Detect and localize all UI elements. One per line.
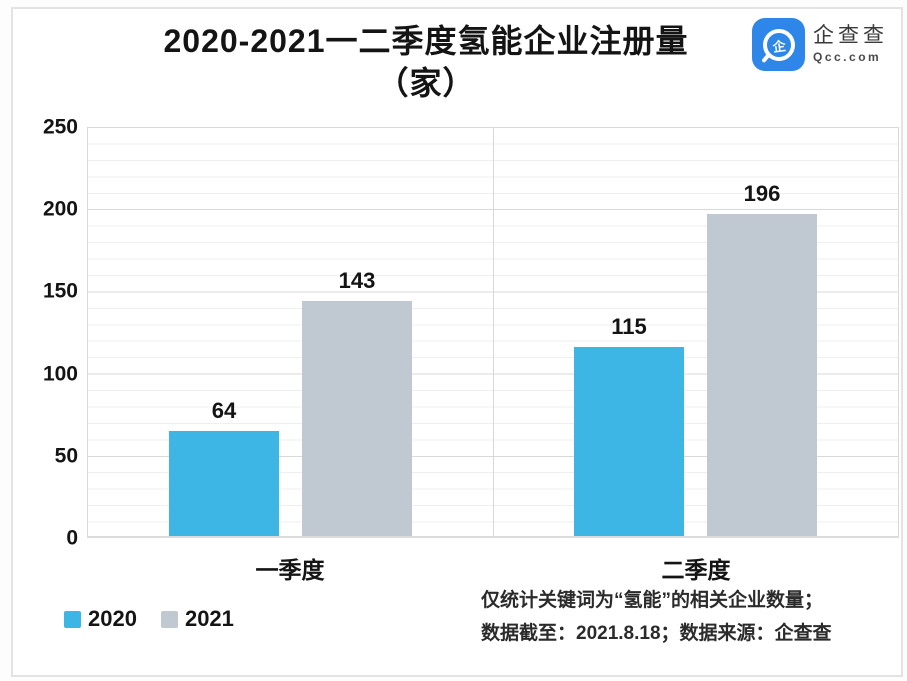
legend-swatch-2021 [160, 610, 178, 628]
chart-title: 2020-2021一二季度氢能企业注册量 （家） [20, 20, 832, 104]
y-tick: 200 [42, 197, 78, 221]
bar-group-q2: 115 196 [493, 127, 898, 536]
legend-label: 2021 [184, 606, 234, 631]
qcc-logo: 企 企查查 Qcc.com [752, 18, 888, 71]
bar-2021-q2: 196 [707, 181, 817, 536]
legend-item-2020: 2020 [64, 606, 137, 632]
logo-name: 企查查 [813, 24, 888, 48]
legend-swatch-2020 [64, 610, 81, 628]
note-line1: 仅统计关键词为“氢能”的相关企业数量； [481, 590, 824, 611]
legend-item-2021: 2021 [160, 606, 234, 632]
bar-value-label: 196 [743, 181, 781, 206]
x-axis-label-q2: 二季度 [661, 557, 731, 583]
bar-2020-q2: 115 [574, 314, 684, 536]
y-tick: 250 [42, 115, 78, 139]
bar-value-label: 143 [338, 268, 376, 293]
y-tick: 0 [66, 526, 78, 550]
category-divider-line [493, 127, 494, 536]
data-source-note: 仅统计关键词为“氢能”的相关企业数量； 数据截至：2021.8.18；数据来源：… [481, 584, 871, 650]
y-axis: 0 50 100 150 200 250 [30, 117, 78, 549]
bar-2020-q1: 64 [169, 398, 279, 536]
bar-2021-q1: 143 [302, 268, 412, 536]
bar-value-label: 64 [211, 398, 237, 423]
note-line2: 数据截至：2021.8.18；数据来源：企查查 [481, 623, 832, 644]
chart-title-line1: 2020-2021一二季度氢能企业注册量 [163, 23, 689, 59]
bar-group-q1: 64 143 [88, 127, 493, 536]
y-tick: 50 [54, 444, 78, 468]
chart-title-line2: （家） [376, 65, 476, 101]
y-tick: 100 [42, 362, 78, 386]
plot-area: 64 143 115 196 [87, 127, 899, 538]
legend: 2020 2021 [64, 606, 234, 632]
logo-domain: Qcc.com [813, 50, 882, 65]
y-tick: 150 [42, 279, 78, 303]
legend-label: 2020 [88, 606, 137, 631]
qcc-magnifier-icon: 企 [752, 18, 805, 71]
x-axis-label-q1: 一季度 [255, 557, 325, 583]
bar-value-label: 115 [611, 314, 647, 339]
